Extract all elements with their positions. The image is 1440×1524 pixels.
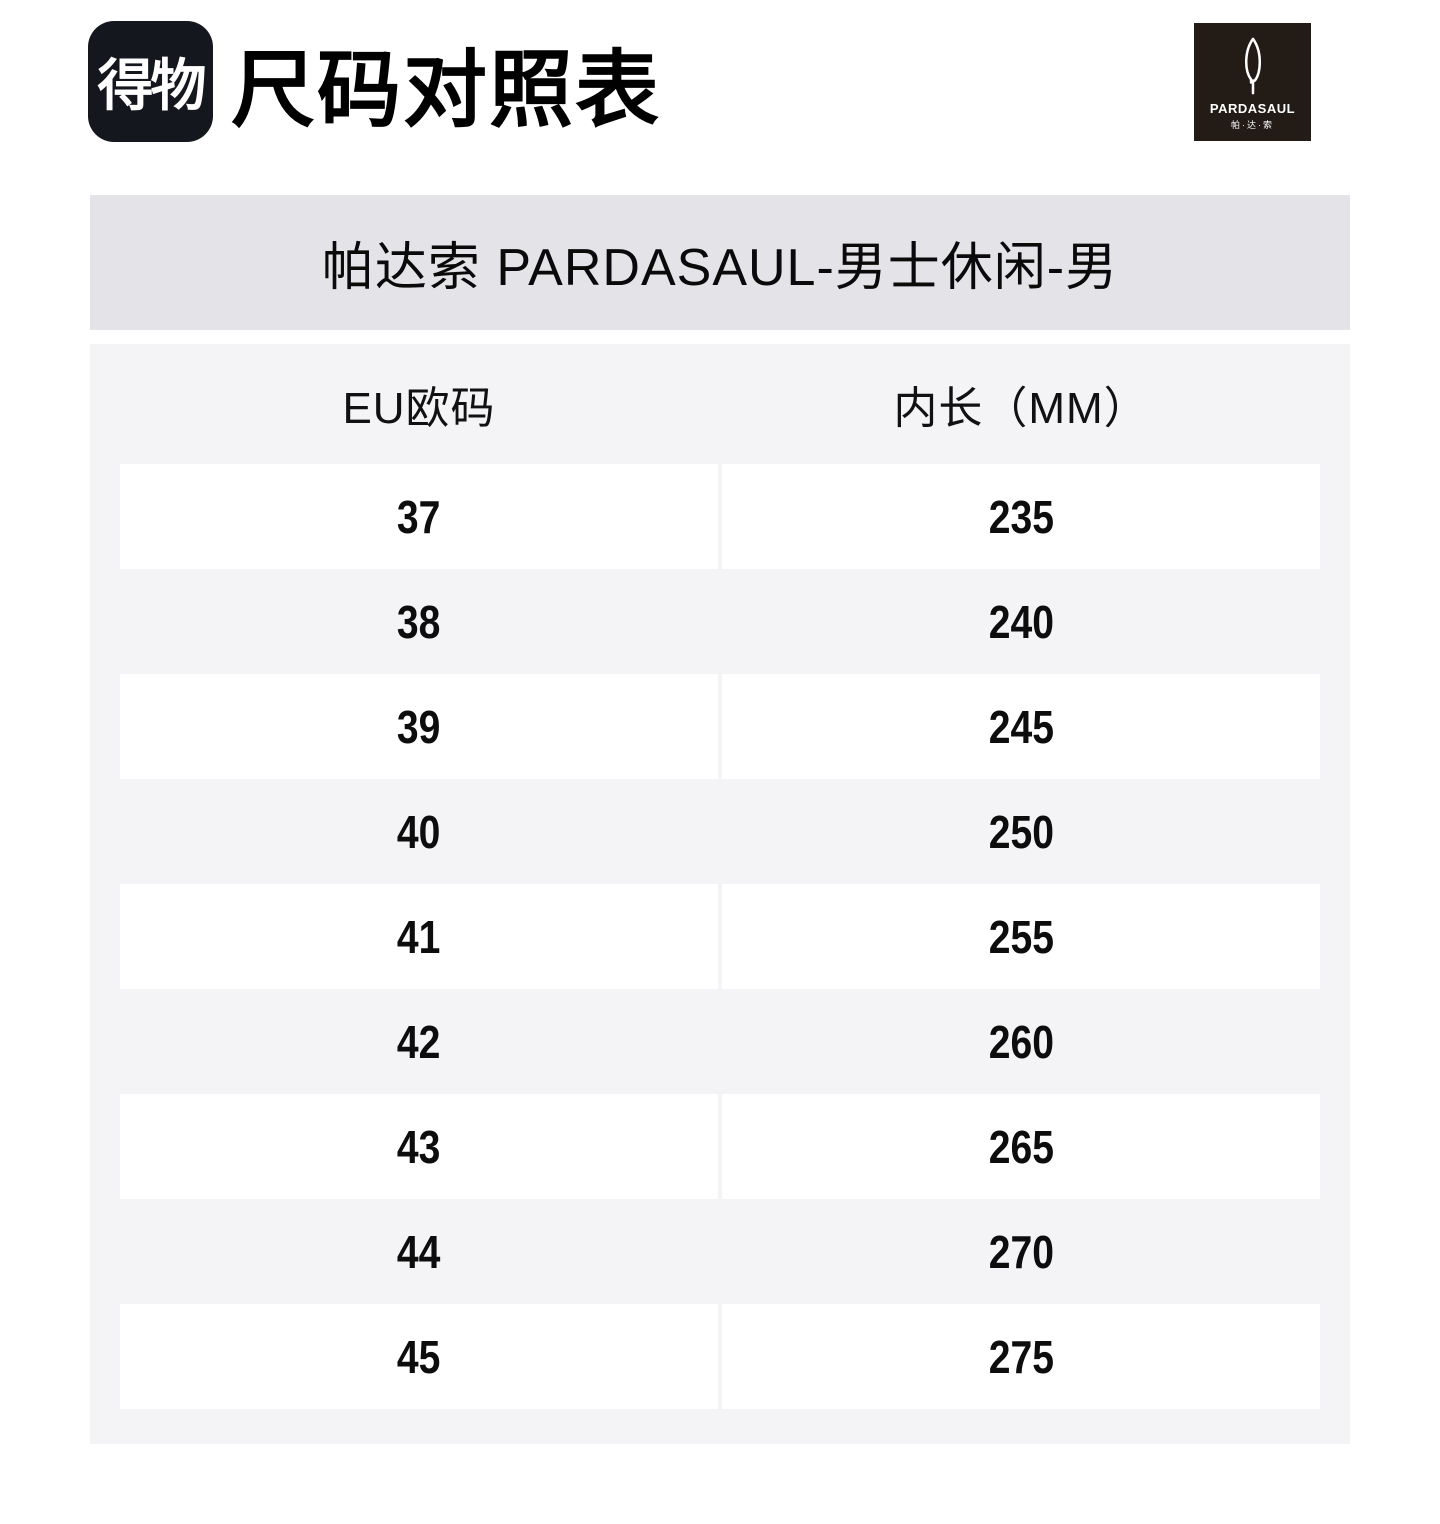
inner-length-cell: 235 <box>722 464 1320 569</box>
eu-size-cell: 41 <box>120 884 718 989</box>
inner-length-cell: 250 <box>988 805 1054 858</box>
eu-size-cell: 39 <box>120 674 718 779</box>
dewu-logo-text: 得物 <box>97 54 207 117</box>
inner-length-cell: 265 <box>722 1094 1320 1199</box>
pen-nib-icon <box>1244 37 1261 95</box>
table-header-row: EU欧码 内长（MM） <box>120 344 1320 464</box>
column-header-eu: EU欧码 <box>342 384 496 433</box>
eu-size-cell: 38 <box>397 595 441 648</box>
inner-length-cell: 260 <box>988 1015 1054 1068</box>
eu-size-cell: 40 <box>397 805 441 858</box>
inner-length-cell: 245 <box>722 674 1320 779</box>
brand-name-label: PARDASAUL <box>1209 101 1296 116</box>
eu-size-cell: 44 <box>397 1225 441 1278</box>
column-header-inner-length: 内长（MM） <box>893 384 1149 433</box>
inner-length-cell: 255 <box>722 884 1320 989</box>
product-bar: 帕达索 PARDASAUL-男士休闲-男 <box>90 195 1350 330</box>
eu-size-cell: 37 <box>120 464 718 569</box>
table-row: 39 245 <box>120 674 1320 779</box>
table-row: 45 275 <box>120 1304 1320 1409</box>
inner-length-cell: 275 <box>722 1304 1320 1409</box>
product-title: 帕达索 PARDASAUL-男士休闲-男 <box>321 239 1119 297</box>
table-row: 37 235 <box>120 464 1320 569</box>
table-body: 37 235 38 240 39 245 40 250 41 255 42 26… <box>120 464 1320 1409</box>
table-row: 40 250 <box>120 779 1320 884</box>
dewu-app-logo: 得物 <box>88 21 213 142</box>
page-title: 尺码对照表 <box>231 43 662 137</box>
table-row: 42 260 <box>120 989 1320 1094</box>
inner-length-cell: 270 <box>988 1225 1054 1278</box>
eu-size-cell: 45 <box>120 1304 718 1409</box>
eu-size-cell: 42 <box>397 1015 441 1068</box>
inner-length-cell: 240 <box>988 595 1054 648</box>
pardasaul-brand-logo: PARDASAUL 帕·达·索 <box>1194 23 1311 141</box>
eu-size-cell: 43 <box>120 1094 718 1199</box>
table-row: 43 265 <box>120 1094 1320 1199</box>
table-row: 38 240 <box>120 569 1320 674</box>
brand-chinese-label: 帕·达·索 <box>1231 120 1274 130</box>
size-table: EU欧码 内长（MM） 37 235 38 240 39 245 40 250 … <box>90 344 1350 1444</box>
table-row: 44 270 <box>120 1199 1320 1304</box>
table-row: 41 255 <box>120 884 1320 989</box>
